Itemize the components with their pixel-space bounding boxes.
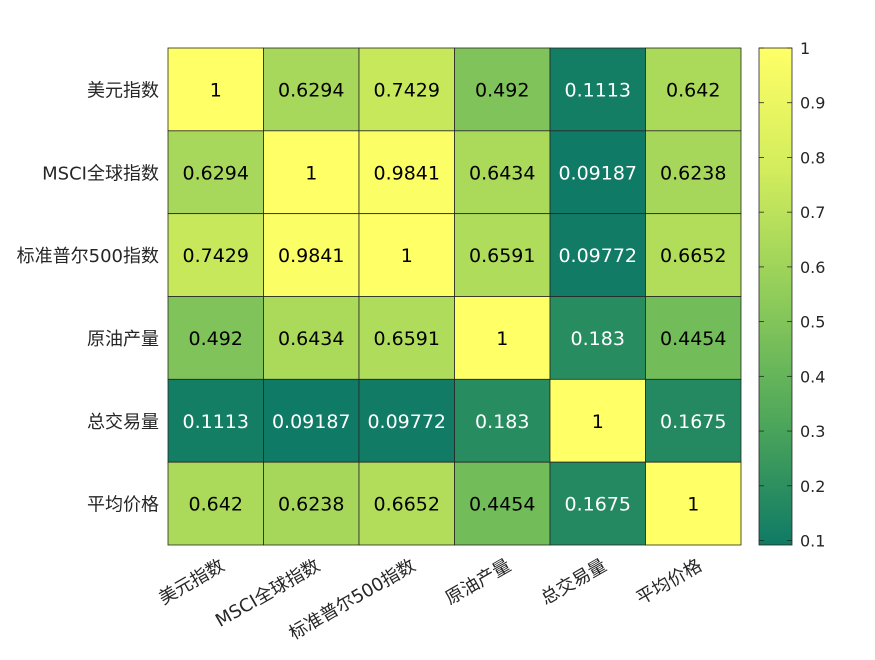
heatmap-cell (263, 213, 360, 297)
cell-value-label: 0.6652 (660, 245, 726, 267)
heatmap-cell (167, 213, 264, 297)
heatmap-cell (167, 296, 264, 380)
heatmap-cell (645, 213, 742, 297)
heatmap-cell (549, 213, 646, 297)
cell-value-label: 0.492 (475, 79, 529, 101)
heatmap-cell (549, 378, 646, 463)
colorbar-tick-label: 0.5 (800, 313, 825, 332)
cell-value-label: 1 (401, 245, 413, 267)
cell-value-label: 0.6434 (278, 328, 344, 350)
heatmap-cell (454, 130, 551, 215)
heatmap-cell (454, 213, 551, 297)
y-tick-label: 标准普尔500指数 (17, 246, 159, 267)
heatmap-cell (358, 47, 455, 132)
colorbar-tick-label: 1 (800, 39, 810, 58)
colorbar-tick-label: 0.8 (800, 148, 825, 167)
heatmap-cell (645, 461, 742, 546)
cell-value-label: 0.6294 (183, 162, 249, 184)
x-tick-label: 平均价格 (633, 555, 706, 609)
heatmap-cell (358, 378, 455, 463)
cell-value-label: 0.9841 (374, 162, 440, 184)
heatmap-cell (549, 461, 646, 546)
cell-value-label: 0.642 (666, 79, 720, 101)
heatmap-cell (454, 296, 551, 380)
cell-value-label: 0.6591 (374, 328, 440, 350)
cell-value-label: 0.09187 (558, 162, 637, 184)
heatmap-cell (454, 461, 551, 546)
colorbar-tick-label: 0.4 (800, 367, 825, 386)
colorbar-tick-label: 0.7 (800, 203, 825, 222)
heatmap-cell (549, 296, 646, 380)
cell-value-label: 0.1113 (183, 411, 249, 433)
heatmap-cell (645, 130, 742, 215)
cell-value-label: 1 (496, 328, 508, 350)
y-tick-label: MSCI全球指数 (42, 163, 159, 184)
heatmap-cell (167, 378, 264, 463)
cell-value-label: 0.4454 (469, 494, 535, 516)
cell-value-label: 0.6238 (660, 162, 726, 184)
y-tick-label: 原油产量 (87, 329, 159, 350)
heatmap-cell (358, 213, 455, 297)
cell-value-label: 0.7429 (374, 79, 440, 101)
colorbar: 0.1 0.2 0.3 0.4 0.5 0.6 0.7 0.8 0.9 1 (758, 39, 825, 551)
cell-value-label: 0.9841 (278, 245, 344, 267)
colorbar-tick-label: 0.3 (800, 422, 825, 441)
cell-value-label: 0.6434 (469, 162, 535, 184)
heatmap-cell (645, 47, 742, 132)
cell-value-label: 0.642 (189, 494, 243, 516)
cell-value-label: 0.6591 (469, 245, 535, 267)
heatmap-cell (263, 47, 360, 132)
colorbar-tick-label: 0.9 (800, 94, 825, 113)
heatmap-cell (645, 296, 742, 380)
heatmap-cell (454, 378, 551, 463)
y-tick-label: 总交易量 (87, 412, 159, 433)
cell-value-label: 0.6238 (278, 494, 344, 516)
cell-value-label: 0.183 (571, 328, 625, 350)
cell-value-label: 0.492 (189, 328, 243, 350)
cell-value-label: 0.09772 (558, 245, 637, 267)
y-tick-label: 美元指数 (87, 80, 159, 101)
cell-value-label: 0.1113 (565, 79, 631, 101)
x-tick-label: 原油产量 (442, 555, 515, 609)
cell-value-label: 0.6652 (374, 494, 440, 516)
cell-value-label: 1 (592, 411, 604, 433)
cell-value-label: 0.7429 (183, 245, 249, 267)
cell-value-label: 0.1675 (660, 411, 726, 433)
colorbar-tick-label: 0.6 (800, 258, 825, 277)
x-tick-label: 美元指数 (155, 555, 228, 609)
heatmap-cell (454, 47, 551, 132)
colorbar-tick-label: 0.2 (800, 477, 825, 496)
cell-value-label: 0.4454 (660, 328, 726, 350)
colorbar-tick-label: 0.1 (800, 532, 825, 551)
cell-value-label: 0.09187 (272, 411, 351, 433)
x-tick-label: 总交易量 (537, 555, 610, 609)
heatmap-cell (167, 47, 264, 132)
cell-value-label: 0.183 (475, 411, 529, 433)
heatmap-cell (263, 130, 360, 215)
heatmap-cell (167, 461, 264, 546)
heatmap-cell (358, 296, 455, 380)
cell-value-label: 1 (210, 79, 222, 101)
heatmap-cell (263, 296, 360, 380)
cell-value-label: 1 (687, 494, 699, 516)
cell-value-label: 0.1675 (565, 494, 631, 516)
colorbar-gradient (758, 47, 793, 546)
cell-value-label: 1 (305, 162, 317, 184)
cell-value-label: 0.6294 (278, 79, 344, 101)
heatmap-cells: 1 0.6294 0.7429 0.492 0.1113 0.642 0.6294 1 0.98… (167, 47, 742, 546)
heatmap-cell (549, 47, 646, 132)
cell-value-label: 0.09772 (367, 411, 446, 433)
y-tick-label: 平均价格 (87, 495, 159, 516)
heatmap-cell (645, 378, 742, 463)
